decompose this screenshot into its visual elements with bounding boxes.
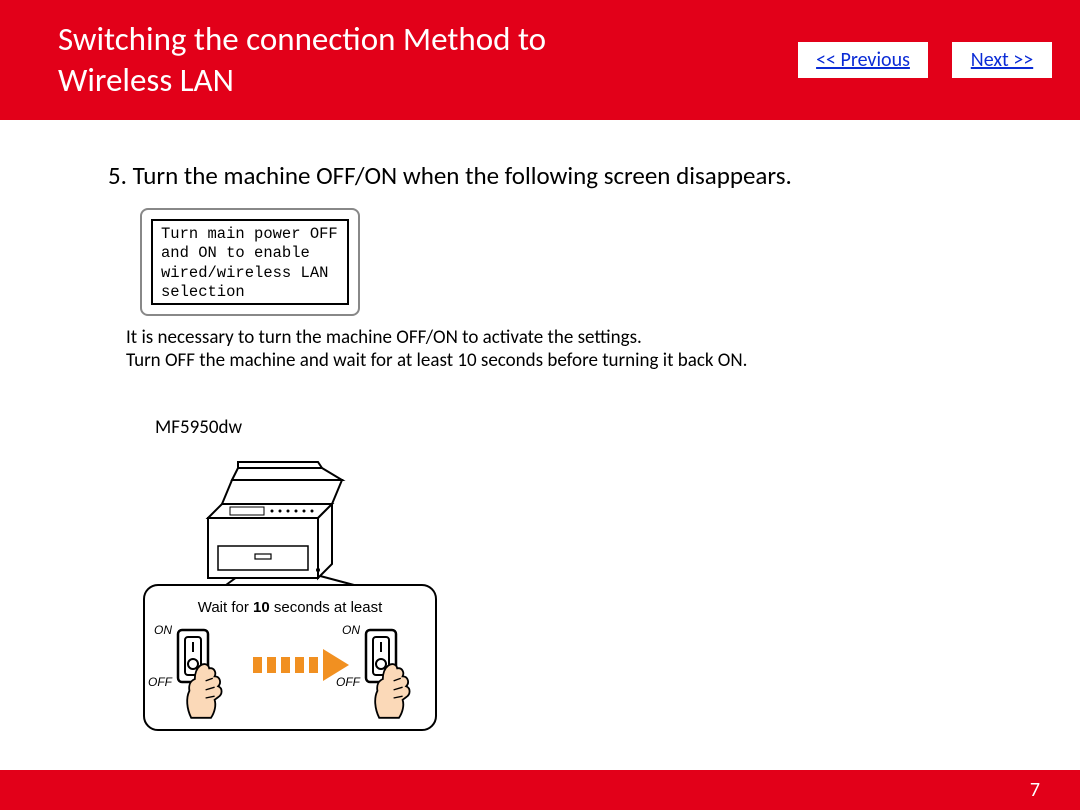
power-cycle-illustration: Wait for 10 seconds at least ON OFF ON OFF [140, 450, 440, 740]
header: Switching the connection Method to Wirel… [0, 0, 1080, 120]
svg-text:Wait for 10 seconds at least: Wait for 10 seconds at least [198, 599, 383, 616]
content-area: 5. Turn the machine OFF/ON when the foll… [0, 120, 1080, 770]
page-number: 7 [1030, 778, 1040, 802]
note-line-1: It is necessary to turn the machine OFF/… [126, 326, 642, 349]
illustration-svg: Wait for 10 seconds at least ON OFF ON OFF [140, 450, 440, 735]
note-line-2: Turn OFF the machine and wait for at lea… [126, 349, 747, 372]
svg-text:ON: ON [154, 623, 172, 637]
footer: 7 [0, 770, 1080, 810]
svg-text:OFF: OFF [336, 675, 361, 689]
page: Switching the connection Method to Wirel… [0, 0, 1080, 810]
lcd-screenshot: Turn main power OFF and ON to enable wir… [140, 208, 360, 316]
next-button[interactable]: Next >> [952, 42, 1052, 78]
lcd-text: Turn main power OFF and ON to enable wir… [151, 219, 349, 305]
svg-text:OFF: OFF [148, 675, 173, 689]
svg-text:ON: ON [342, 623, 360, 637]
model-label: MF5950dw [155, 416, 242, 439]
step-instruction: 5. Turn the machine OFF/ON when the foll… [108, 160, 792, 191]
page-title: Switching the connection Method to Wirel… [0, 19, 620, 102]
previous-button[interactable]: << Previous [798, 42, 928, 78]
